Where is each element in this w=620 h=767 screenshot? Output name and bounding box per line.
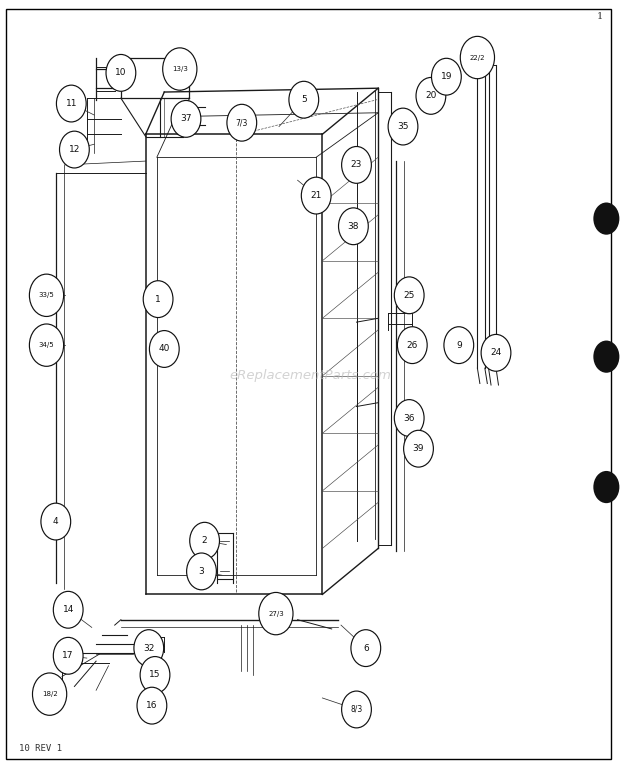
Text: 38: 38 <box>348 222 359 231</box>
Circle shape <box>481 334 511 371</box>
Circle shape <box>29 274 64 317</box>
Circle shape <box>149 331 179 367</box>
Circle shape <box>339 208 368 245</box>
Circle shape <box>140 657 170 693</box>
Text: 8/3: 8/3 <box>350 705 363 714</box>
Circle shape <box>56 85 86 122</box>
Circle shape <box>187 553 216 590</box>
Text: 17: 17 <box>63 651 74 660</box>
Circle shape <box>137 687 167 724</box>
Text: 40: 40 <box>159 344 170 354</box>
Text: 9: 9 <box>456 341 462 350</box>
Circle shape <box>460 36 495 79</box>
Circle shape <box>394 277 424 314</box>
Circle shape <box>301 177 331 214</box>
Text: 21: 21 <box>311 191 322 200</box>
Circle shape <box>53 637 83 674</box>
Text: 6: 6 <box>363 644 369 653</box>
Circle shape <box>404 430 433 467</box>
Text: 19: 19 <box>441 72 452 81</box>
Text: 36: 36 <box>404 413 415 423</box>
Text: 14: 14 <box>63 605 74 614</box>
Circle shape <box>190 522 219 559</box>
Text: 3: 3 <box>198 567 205 576</box>
Text: 33/5: 33/5 <box>38 292 55 298</box>
Text: 10 REV 1: 10 REV 1 <box>19 744 61 753</box>
Text: 39: 39 <box>413 444 424 453</box>
Circle shape <box>397 327 427 364</box>
Text: 27/3: 27/3 <box>268 611 284 617</box>
Circle shape <box>432 58 461 95</box>
Text: 35: 35 <box>397 122 409 131</box>
Circle shape <box>171 100 201 137</box>
Text: 24: 24 <box>490 348 502 357</box>
Circle shape <box>227 104 257 141</box>
Text: 5: 5 <box>301 95 307 104</box>
Circle shape <box>162 48 197 91</box>
Text: 1: 1 <box>596 12 603 21</box>
Circle shape <box>289 81 319 118</box>
Circle shape <box>29 324 64 367</box>
Circle shape <box>593 341 619 373</box>
Text: 10: 10 <box>115 68 126 77</box>
Circle shape <box>41 503 71 540</box>
Circle shape <box>388 108 418 145</box>
Circle shape <box>444 327 474 364</box>
Text: 22/2: 22/2 <box>470 54 485 61</box>
Text: 11: 11 <box>66 99 77 108</box>
Circle shape <box>143 281 173 318</box>
Text: 15: 15 <box>149 670 161 680</box>
Text: 25: 25 <box>404 291 415 300</box>
Circle shape <box>342 691 371 728</box>
Circle shape <box>351 630 381 667</box>
Text: 34/5: 34/5 <box>38 342 55 348</box>
Text: eReplacementParts.com: eReplacementParts.com <box>229 370 391 382</box>
Text: 20: 20 <box>425 91 436 100</box>
Circle shape <box>394 400 424 436</box>
Text: 4: 4 <box>53 517 59 526</box>
Text: 18/2: 18/2 <box>42 691 58 697</box>
Text: 12: 12 <box>69 145 80 154</box>
Circle shape <box>342 146 371 183</box>
Circle shape <box>593 471 619 503</box>
Circle shape <box>134 630 164 667</box>
Circle shape <box>106 54 136 91</box>
Text: 2: 2 <box>202 536 208 545</box>
Text: 16: 16 <box>146 701 157 710</box>
Text: 23: 23 <box>351 160 362 170</box>
Circle shape <box>416 77 446 114</box>
Circle shape <box>53 591 83 628</box>
Circle shape <box>32 673 67 716</box>
Text: 1: 1 <box>155 295 161 304</box>
Circle shape <box>60 131 89 168</box>
Text: 32: 32 <box>143 644 154 653</box>
Text: 13/3: 13/3 <box>172 66 188 72</box>
Text: 37: 37 <box>180 114 192 123</box>
Text: 7/3: 7/3 <box>236 118 248 127</box>
Circle shape <box>593 202 619 235</box>
Circle shape <box>259 592 293 635</box>
Text: 26: 26 <box>407 341 418 350</box>
